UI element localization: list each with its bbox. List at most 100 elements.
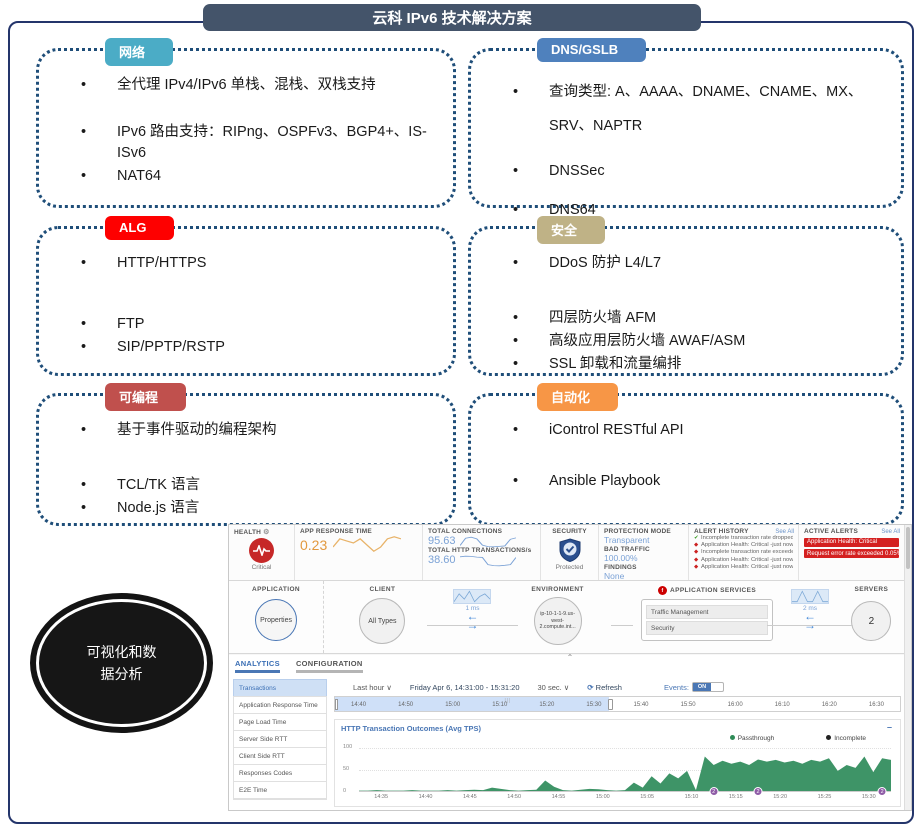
y-tick: 0	[343, 788, 347, 794]
bullet-icon: •	[81, 77, 87, 93]
sidebar-item-page-load-time[interactable]: Page Load Time	[233, 713, 327, 730]
bullet-item: • 四层防火墙 AFM	[513, 308, 887, 329]
timeline-scrubber[interactable]: ||| 14:40 14:50 15:00 15:10 15:20 15:30 …	[334, 696, 901, 712]
bullet-item: • FTP	[81, 314, 439, 335]
connections-sparkline	[459, 535, 516, 548]
servers-label: SERVERS	[854, 586, 889, 593]
gear-icon[interactable]: ⚙	[263, 529, 270, 536]
bullet-icon: •	[81, 255, 87, 271]
sidebar-item-transactions[interactable]: Transactions	[233, 679, 327, 696]
application-node[interactable]: Properties	[255, 599, 298, 641]
services-label: f APPLICATION SERVICES	[657, 586, 756, 595]
service-row[interactable]: Security	[646, 621, 769, 635]
alert-banner[interactable]: Request error rate exceeded 0.05%	[804, 549, 899, 558]
sidebar-item-app-response-time[interactable]: Application Response Time	[233, 696, 327, 713]
timeline-selection[interactable]	[335, 697, 610, 711]
bullet-icon: •	[513, 333, 519, 350]
sidebar-item-server-side-rtt[interactable]: Server Side RTT	[233, 730, 327, 747]
collapse-chevron-icon[interactable]: ⌃	[566, 653, 574, 662]
app-response-sparkline	[332, 535, 402, 553]
bullet-item: • 全代理 IPv4/IPv6 单栈、混栈、双栈支持	[81, 75, 439, 96]
bullet-icon: •	[513, 202, 519, 219]
refresh-button[interactable]: ⟳ Refresh	[587, 682, 622, 692]
sidebar-item-client-side-rtt[interactable]: Client Side RTT	[233, 747, 327, 764]
timeline-ticks: 14:40 14:50 15:00 15:10 15:20 15:30 15:4…	[351, 702, 884, 708]
health-pulse-icon	[249, 538, 274, 563]
interval-dropdown[interactable]: 30 sec. ∨	[537, 682, 570, 692]
bullet-item: • DDoS 防护 L4/L7	[513, 253, 887, 274]
events-label: Events:	[663, 682, 689, 692]
page-title: 云科 IPv6 技术解决方案	[203, 4, 701, 31]
servers-node[interactable]: 2	[851, 601, 892, 641]
chart-plot-area[interactable]: 2 2 2	[359, 748, 891, 796]
client-column: CLIENT All Types	[324, 581, 441, 653]
bullet-icon: •	[81, 316, 87, 333]
bullet-icon: •	[81, 477, 87, 494]
date-range: Friday Apr 6, 14:31:00 - 15:31:20	[409, 682, 520, 692]
connector-line	[426, 625, 519, 626]
environment-column: ENVIRONMENT ip-10-1-1-9.us-west-2.comput…	[504, 581, 611, 653]
metrics-row: HEALTH ⚙ Critical APP RESPONSE TIME 0.23…	[229, 525, 911, 581]
transactions-sparkline	[459, 554, 517, 567]
timeline-handle-left[interactable]	[335, 699, 338, 710]
findings-value: None	[604, 571, 625, 580]
protection-mode-label: PROTECTION MODE	[604, 528, 671, 535]
y-tick: 100	[343, 744, 353, 750]
timeline-handle-right[interactable]	[607, 699, 613, 710]
alg-tag: ALG	[105, 216, 175, 240]
health-status: Critical	[251, 564, 272, 571]
analytics-dashboard: HEALTH ⚙ Critical APP RESPONSE TIME 0.23…	[228, 524, 912, 811]
legend-incomplete: Incomplete	[826, 735, 866, 742]
shield-icon	[546, 538, 593, 562]
events-toggle[interactable]: ON	[691, 682, 724, 692]
environment-label: ENVIRONMENT	[531, 586, 584, 593]
event-badge[interactable]: 2	[877, 787, 887, 796]
bullet-item: • HTTP/HTTPS	[81, 253, 439, 274]
services-column: f APPLICATION SERVICES Traffic Management…	[633, 581, 781, 653]
findings-label: FINDINGS	[604, 564, 637, 571]
tab-configuration[interactable]: CONFIGURATION	[295, 659, 363, 673]
programmable-list: • 基于事件驱动的编程架构 • TCL/TK 语言 • Node.js 语言	[39, 396, 453, 519]
minimize-icon[interactable]: –	[886, 722, 892, 732]
analytics-main: Last hour ∨ Friday Apr 6, 14:31:00 - 15:…	[333, 679, 902, 808]
range-dropdown[interactable]: Last hour ∨	[353, 682, 392, 692]
service-row[interactable]: Traffic Management	[646, 605, 769, 619]
legend-dot-icon	[826, 735, 832, 740]
alert-banner[interactable]: Application Health: Critical	[804, 537, 899, 547]
sidebar-item-e2e-time[interactable]: E2E Time	[233, 781, 327, 799]
bullet-icon: •	[513, 473, 519, 490]
client-env-link: 1 ms ← →	[426, 581, 519, 653]
analytics-panel: ⌃ ANALYTICS CONFIGURATION Transactions A…	[229, 653, 911, 810]
bad-traffic-value: 100.00%	[604, 553, 638, 563]
bullet-icon: •	[81, 422, 87, 438]
tab-analytics[interactable]: ANALYTICS	[235, 659, 280, 673]
refresh-icon: ⟳	[587, 682, 594, 692]
area-series	[359, 749, 891, 791]
bullet-item: • SIP/PPTP/RSTP	[81, 337, 439, 358]
environment-node[interactable]: ip-10-1-1-9.us-west-2.compute.int...	[533, 597, 582, 645]
app-response-label: APP RESPONSE TIME	[300, 528, 372, 535]
network-tag: 网络	[105, 38, 174, 66]
active-alerts-see-all[interactable]: See All	[881, 529, 900, 535]
visualization-ellipse: 可视化和数 据分析	[30, 593, 213, 733]
alert-history-see-all[interactable]: See All	[775, 529, 794, 535]
visualization-ellipse-label: 可视化和数 据分析	[39, 602, 204, 724]
event-badge[interactable]: 2	[709, 787, 719, 796]
transaction-outcomes-chart: HTTP Transaction Outcomes (Avg TPS) – Pa…	[334, 719, 901, 807]
services-box: Traffic Management Security	[641, 599, 774, 641]
sidebar-item-responses-codes[interactable]: Responses Codes	[233, 764, 327, 781]
alert-history-item: ◆ Application Health: Critical -just now	[694, 556, 793, 563]
timeline-grip-icon: |||	[504, 698, 512, 704]
scrollbar[interactable]	[904, 525, 911, 810]
arrow-left-icon: ←	[803, 609, 816, 623]
protection-mode-value: Transparent	[604, 535, 650, 545]
services-server-link: 2 ms ← →	[767, 581, 853, 653]
client-label: CLIENT	[369, 586, 396, 593]
event-badge[interactable]: 2	[753, 787, 763, 796]
dns-gslb-tag: DNS/GSLB	[537, 38, 647, 62]
alert-diamond-icon: ◆	[694, 542, 699, 549]
client-latency: 1 ms	[465, 605, 480, 612]
client-node[interactable]: All Types	[359, 598, 406, 644]
bullet-icon: •	[513, 163, 519, 180]
scrollbar-thumb[interactable]	[906, 527, 910, 569]
